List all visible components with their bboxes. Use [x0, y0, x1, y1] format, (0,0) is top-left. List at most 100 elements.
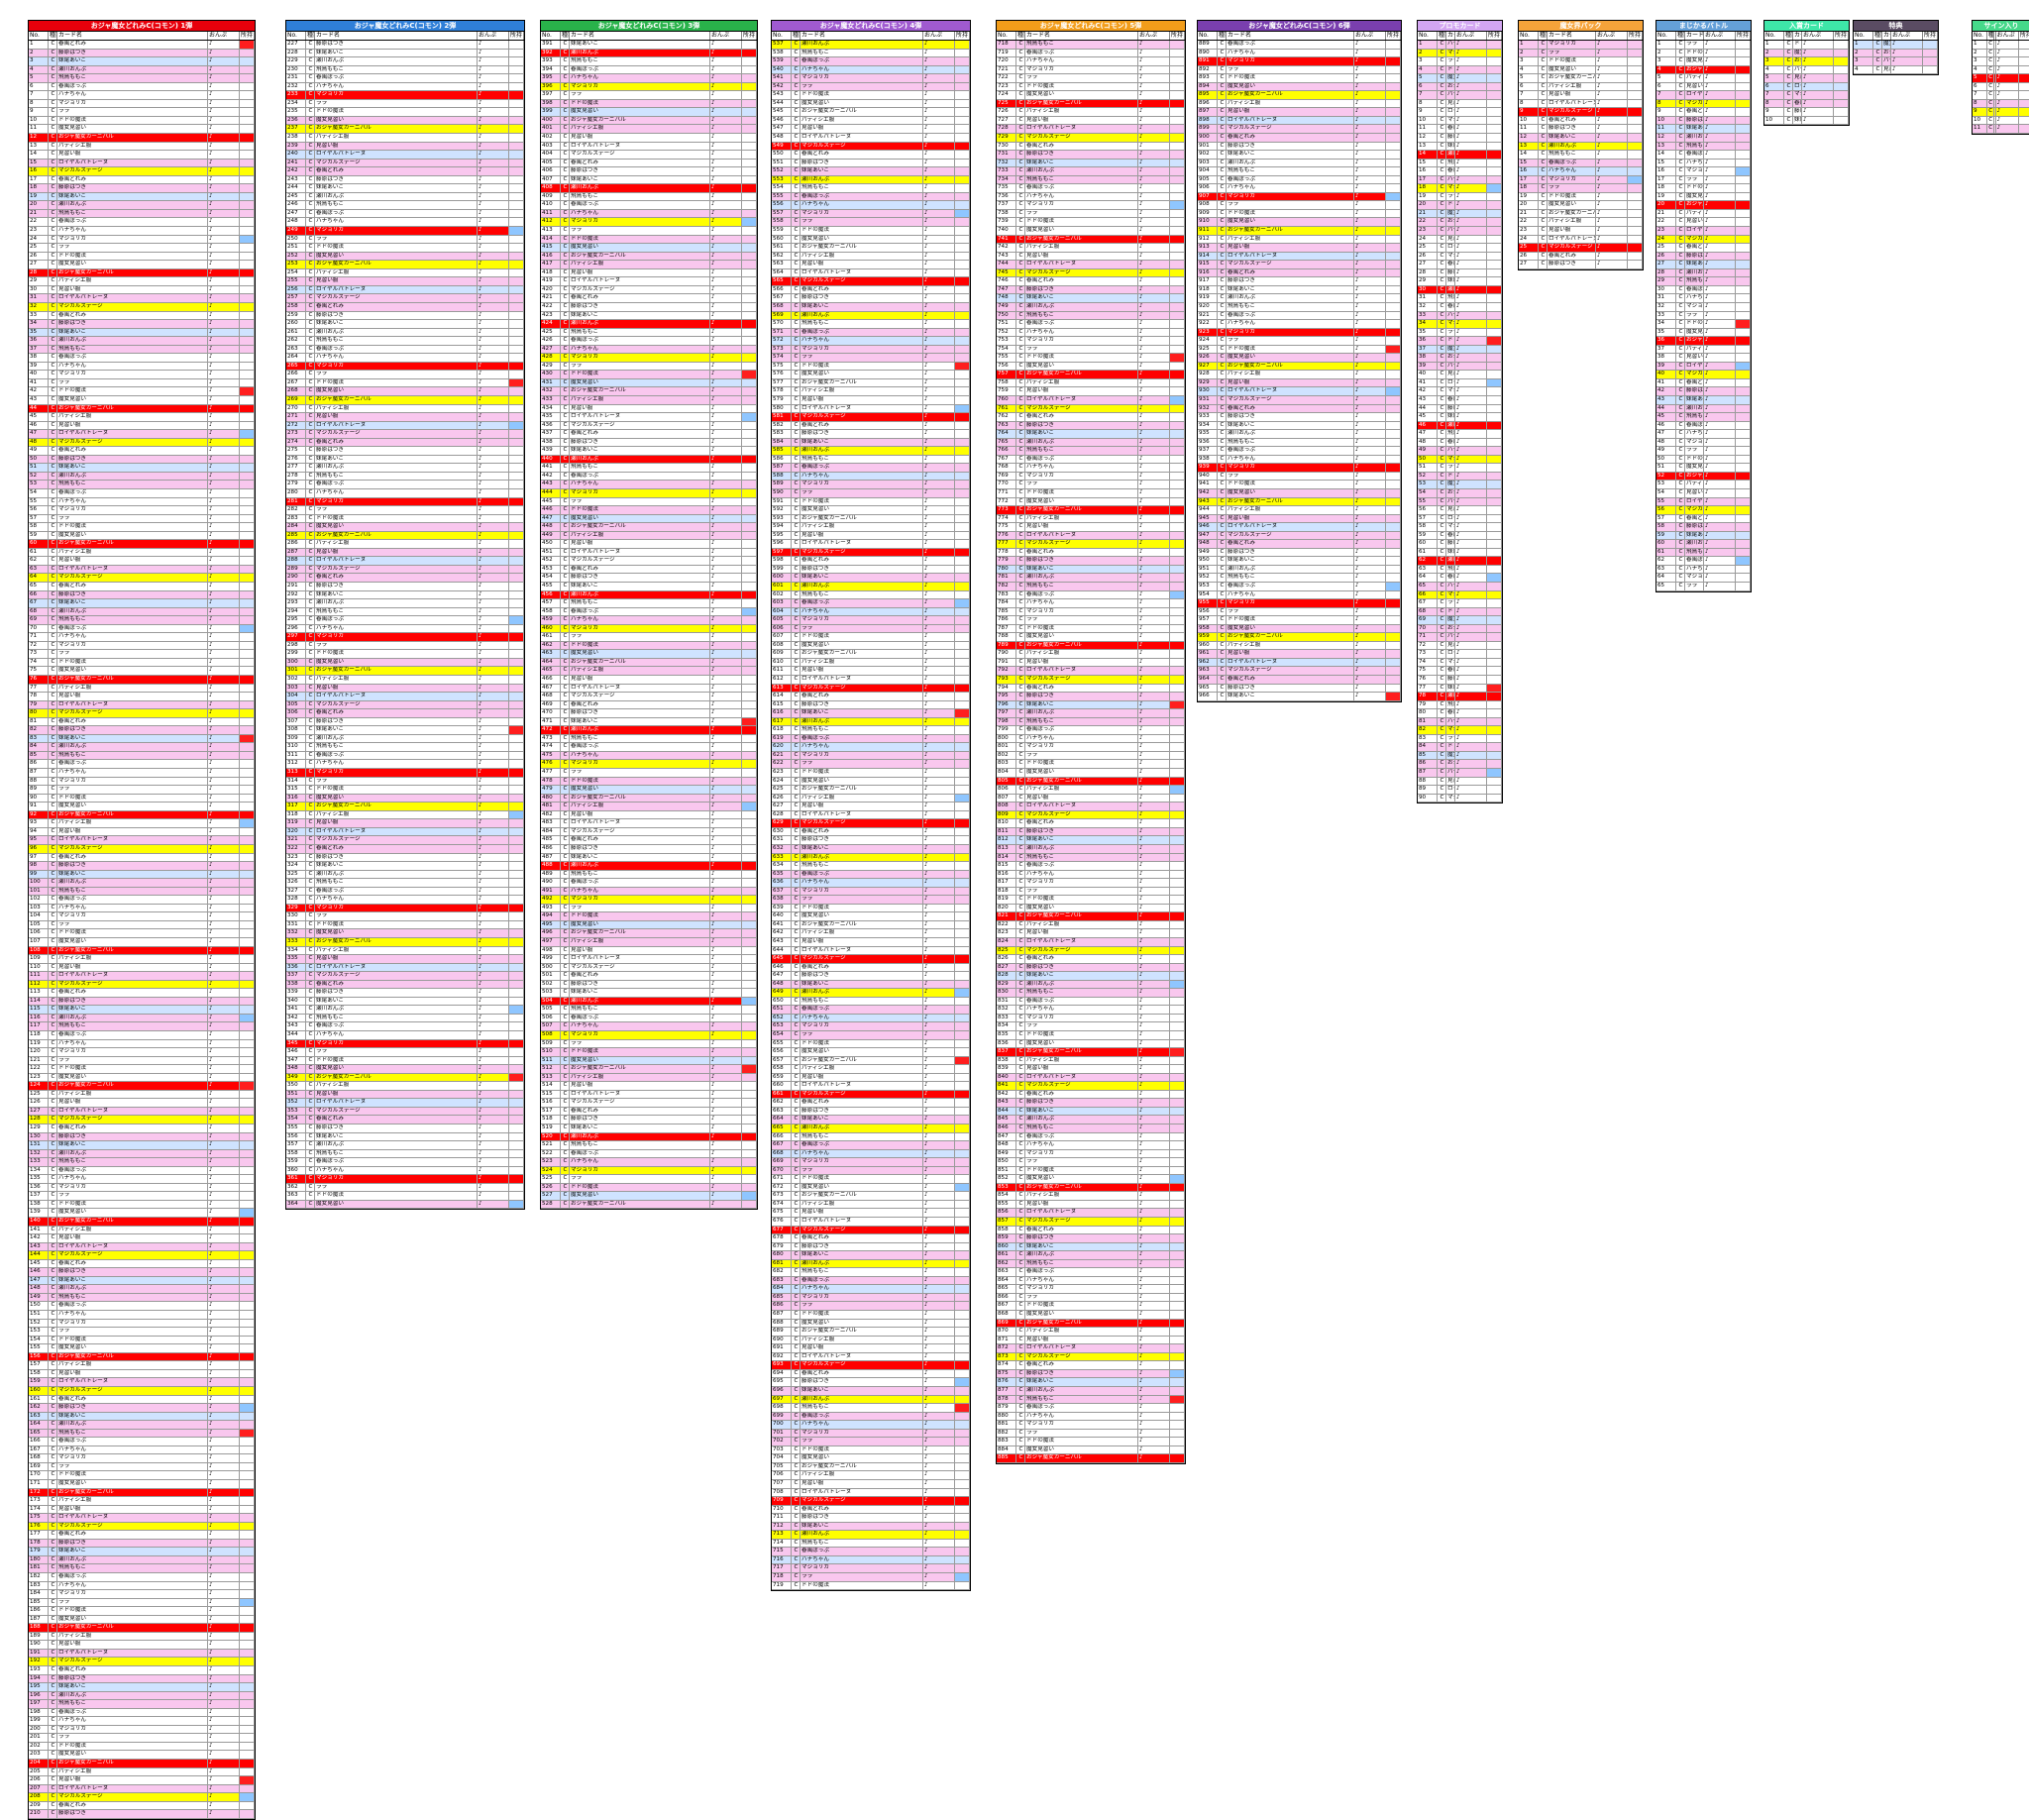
stock-cell[interactable]	[509, 709, 524, 717]
owned-check[interactable]: ♪	[923, 1480, 955, 1488]
owned-check[interactable]: ♪	[923, 312, 955, 320]
owned-check[interactable]: ♪	[208, 286, 240, 294]
stock-cell[interactable]	[1170, 193, 1185, 201]
owned-check[interactable]: ♪	[710, 91, 742, 99]
stock-cell[interactable]	[509, 244, 524, 252]
owned-check[interactable]: ♪	[478, 659, 509, 667]
stock-cell[interactable]	[955, 752, 970, 760]
owned-check[interactable]: ♪	[1138, 303, 1170, 311]
stock-cell[interactable]	[240, 795, 255, 803]
owned-check[interactable]: ♪	[208, 676, 240, 684]
owned-check[interactable]: ♪	[208, 871, 240, 879]
owned-check[interactable]: ♪	[208, 1709, 240, 1717]
stock-cell[interactable]	[240, 1700, 255, 1708]
owned-check[interactable]: ♪	[923, 346, 955, 354]
stock-cell[interactable]	[240, 1227, 255, 1234]
stock-cell[interactable]	[955, 1573, 970, 1581]
stock-cell[interactable]	[955, 1548, 970, 1555]
owned-check[interactable]: ♪	[208, 1776, 240, 1784]
owned-check[interactable]: ♪	[1138, 1268, 1170, 1276]
owned-check[interactable]: ♪	[478, 938, 509, 946]
stock-cell[interactable]	[1170, 871, 1185, 879]
owned-check[interactable]: ♪	[710, 964, 742, 972]
stock-cell[interactable]	[742, 303, 757, 311]
stock-cell[interactable]	[955, 871, 970, 879]
owned-check[interactable]: ♪	[1138, 557, 1170, 565]
owned-check[interactable]: ♪	[1138, 515, 1170, 523]
owned-check[interactable]: ♪	[710, 709, 742, 717]
owned-check[interactable]: ♪	[923, 1454, 955, 1462]
owned-check[interactable]: ♪	[1138, 905, 1170, 912]
stock-cell[interactable]	[509, 819, 524, 827]
owned-check[interactable]: ♪	[710, 896, 742, 904]
stock-cell[interactable]	[1170, 964, 1185, 972]
owned-check[interactable]: ♪	[208, 1785, 240, 1793]
owned-check[interactable]: ♪	[208, 1099, 240, 1107]
owned-check[interactable]: ♪	[478, 134, 509, 142]
stock-cell[interactable]	[742, 1133, 757, 1141]
owned-check[interactable]: ♪	[1138, 1209, 1170, 1217]
stock-cell[interactable]	[509, 1074, 524, 1082]
stock-cell[interactable]	[955, 320, 970, 328]
stock-cell[interactable]	[1170, 277, 1185, 285]
stock-cell[interactable]	[509, 176, 524, 184]
stock-cell[interactable]	[742, 845, 757, 853]
stock-cell[interactable]	[509, 1175, 524, 1183]
stock-cell[interactable]	[509, 1133, 524, 1141]
stock-cell[interactable]	[240, 557, 255, 565]
stock-cell[interactable]	[240, 1616, 255, 1624]
stock-cell[interactable]	[955, 1337, 970, 1344]
owned-check[interactable]: ♪	[710, 57, 742, 65]
owned-check[interactable]: ♪	[478, 854, 509, 862]
owned-check[interactable]: ♪	[478, 879, 509, 887]
stock-cell[interactable]	[955, 1175, 970, 1183]
stock-cell[interactable]	[240, 515, 255, 523]
owned-check[interactable]: ♪	[208, 752, 240, 760]
stock-cell[interactable]	[955, 1413, 970, 1421]
owned-check[interactable]: ♪	[923, 1378, 955, 1386]
stock-cell[interactable]	[955, 41, 970, 49]
stock-cell[interactable]	[742, 193, 757, 201]
owned-check[interactable]: ♪	[710, 947, 742, 955]
owned-check[interactable]: ♪	[478, 184, 509, 192]
stock-cell[interactable]	[240, 447, 255, 455]
stock-cell[interactable]	[240, 1726, 255, 1734]
owned-check[interactable]: ♪	[208, 1167, 240, 1175]
owned-check[interactable]: ♪	[923, 1006, 955, 1014]
stock-cell[interactable]	[509, 167, 524, 175]
owned-check[interactable]: ♪	[923, 498, 955, 506]
stock-cell[interactable]	[240, 921, 255, 929]
stock-cell[interactable]	[509, 1091, 524, 1099]
stock-cell[interactable]	[742, 693, 757, 700]
owned-check[interactable]: ♪	[1138, 1361, 1170, 1369]
owned-check[interactable]: ♪	[923, 1320, 955, 1328]
owned-check[interactable]: ♪	[1138, 608, 1170, 616]
owned-check[interactable]: ♪	[1138, 405, 1170, 413]
